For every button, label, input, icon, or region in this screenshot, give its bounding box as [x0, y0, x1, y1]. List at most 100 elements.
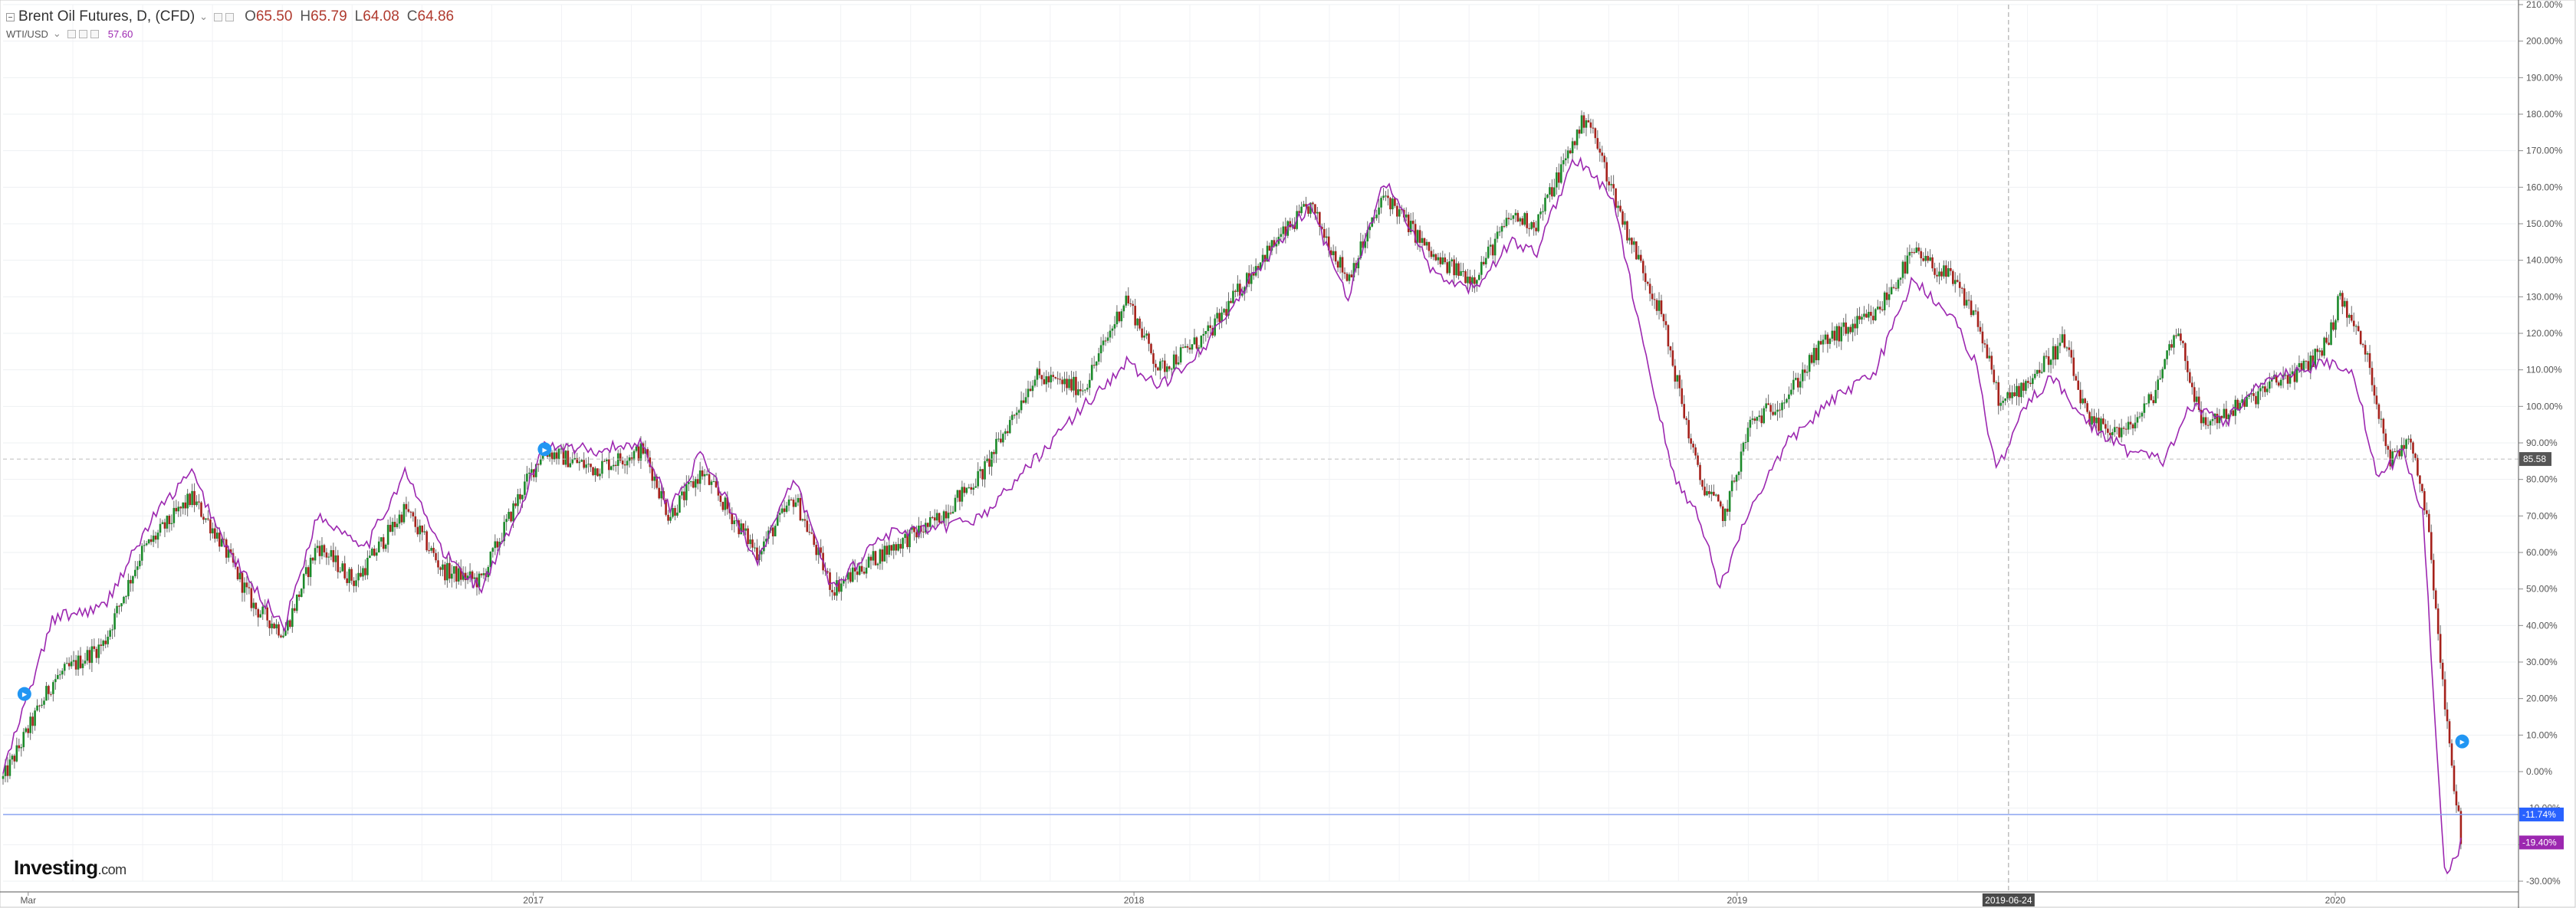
- candle-body: [2344, 300, 2346, 307]
- candle-body: [1922, 258, 1924, 261]
- candle-body: [1086, 388, 1089, 390]
- candle-body: [182, 502, 185, 509]
- candle-body: [2339, 293, 2341, 297]
- candle-body: [754, 547, 756, 549]
- candle-body: [1411, 221, 1414, 225]
- close-icon[interactable]: [90, 29, 99, 38]
- candle-body: [665, 500, 667, 515]
- candle-body: [1099, 345, 1102, 354]
- chevron-down-icon[interactable]: ⌄: [199, 11, 209, 22]
- y-tick-label: 0.00%: [2526, 766, 2552, 777]
- candle-body: [1270, 240, 1273, 251]
- candle-body: [1487, 246, 1490, 258]
- candle-body: [1015, 412, 1018, 415]
- candle-body: [11, 756, 14, 760]
- candle-body: [688, 482, 690, 484]
- candle-body: [134, 569, 136, 576]
- candle-body: [236, 566, 239, 579]
- candle-body: [2412, 442, 2414, 454]
- candle-body: [2218, 415, 2221, 424]
- candle-body: [1970, 300, 1973, 316]
- candle-body: [2109, 432, 2111, 435]
- x-axis[interactable]: Mar 2017 2018 2019 2019-06-24 2020: [0, 891, 2518, 906]
- candle-body: [355, 580, 357, 586]
- candle-body: [1715, 494, 1717, 496]
- candle-body: [100, 644, 103, 646]
- candle-body: [150, 539, 153, 543]
- logo-suffix: .com: [97, 862, 127, 877]
- candle-body: [1612, 184, 1615, 188]
- close-icon[interactable]: [225, 12, 235, 21]
- candle-body: [18, 745, 21, 749]
- candle-body: [651, 467, 654, 481]
- candle-body: [1753, 418, 1756, 421]
- candle-body: [742, 523, 744, 531]
- candle-body: [1471, 277, 1474, 284]
- candle-body: [2052, 346, 2055, 360]
- candle-body: [161, 522, 164, 524]
- candle-body: [1162, 360, 1164, 362]
- legend-main-series[interactable]: Brent Oil Futures, D, (CFD) ⌄ O 65.50 H 65…: [6, 8, 454, 26]
- candle-body: [678, 495, 681, 513]
- candle-body: [843, 579, 845, 584]
- candle-body: [1234, 290, 1237, 292]
- candle-body: [357, 572, 360, 581]
- candle-body: [1699, 464, 1701, 480]
- candle-body: [895, 544, 897, 551]
- candle-body: [2173, 335, 2175, 348]
- candle-body: [2042, 356, 2045, 372]
- y-axis[interactable]: 210.00% 200.00% 190.00% 180.00% 170.00% 160.0…: [2518, 0, 2564, 908]
- candle-body: [1585, 120, 1588, 128]
- collapse-icon[interactable]: [6, 12, 15, 21]
- candle-body: [1646, 281, 1649, 284]
- candle-body: [1913, 252, 1916, 254]
- candle-body: [1854, 323, 1856, 329]
- candle-body: [660, 490, 662, 499]
- candle-body: [2204, 417, 2207, 425]
- candle-body: [1002, 434, 1004, 443]
- candle-body: [623, 464, 626, 466]
- candle-body: [1838, 326, 1841, 342]
- settings-icon[interactable]: [214, 12, 223, 21]
- candle-body: [156, 533, 159, 540]
- candle-body: [452, 565, 455, 574]
- chevron-down-icon[interactable]: ⌄: [52, 28, 61, 39]
- candle-body: [573, 457, 577, 460]
- y-tick-label: 110.00%: [2526, 365, 2562, 375]
- candle-body: [1077, 389, 1079, 395]
- candle-body: [61, 670, 64, 675]
- candle-body: [1929, 257, 1931, 261]
- candle-body: [1945, 265, 1947, 277]
- candle-body: [2286, 375, 2289, 384]
- candle-body: [109, 630, 111, 637]
- settings-icon[interactable]: [78, 29, 87, 38]
- candle-body: [806, 520, 809, 533]
- candle-body: [2375, 395, 2378, 405]
- legend-main-title: Brent Oil Futures, D, (CFD): [18, 8, 196, 25]
- candle-body: [2382, 418, 2385, 434]
- candle-body: [2419, 475, 2421, 484]
- candle-body: [2022, 382, 2025, 391]
- y-tick-label: 150.00%: [2526, 218, 2563, 229]
- candle-body: [1744, 441, 1747, 443]
- eye-icon[interactable]: [67, 29, 76, 38]
- candle-body: [294, 608, 296, 611]
- candle-body: [1742, 442, 1745, 452]
- candle-body: [2232, 410, 2235, 416]
- candle-body: [282, 635, 284, 638]
- candle-body: [2330, 322, 2332, 346]
- candle-body: [514, 503, 517, 506]
- candle-body: [2426, 510, 2428, 514]
- candle-body: [1792, 379, 1795, 390]
- candle-body: [1950, 268, 1952, 271]
- candle-body: [1321, 227, 1323, 229]
- candle-body: [596, 468, 599, 477]
- candle-body: [1906, 255, 1909, 274]
- candle-body: [562, 448, 565, 465]
- candle-body: [1808, 355, 1811, 372]
- candle-body: [886, 546, 889, 555]
- candle-body: [1516, 212, 1520, 222]
- legend-compare-series[interactable]: WTI/USD ⌄ 57.60: [6, 26, 454, 41]
- candle-body: [2410, 438, 2412, 443]
